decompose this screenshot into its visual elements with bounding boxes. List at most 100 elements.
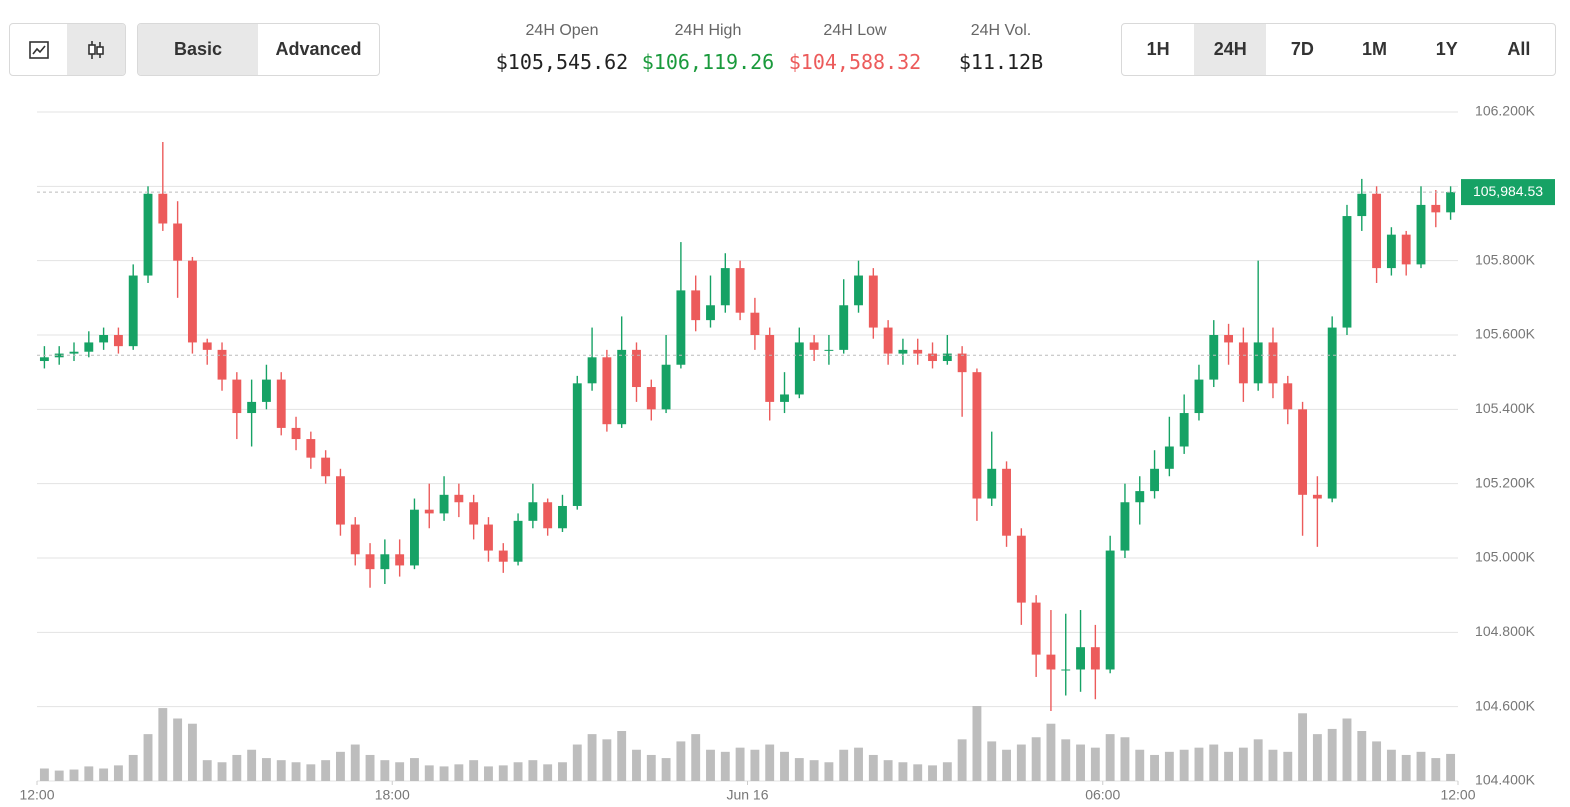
candle-body [1401,234,1411,265]
range-button[interactable]: 1Y [1435,39,1458,59]
volume-bar [217,762,227,781]
volume-bar [735,747,745,781]
candle-body [617,349,627,425]
range-button[interactable]: 1M [1362,39,1388,59]
volume-bar [261,758,271,781]
range-button[interactable]: All [1507,39,1531,59]
volume-bar [173,718,183,781]
volume-bar [691,734,701,781]
volume-bar [1238,747,1248,781]
x-tick-label: 12:00 [19,787,54,803]
volume-bar [439,766,449,781]
view-buttons: Basic Advanced [137,23,380,76]
candle-body [972,372,982,499]
icon [88,40,104,59]
candle-body [350,524,360,555]
volume-bar [839,749,849,781]
candle-body [54,353,64,358]
volume-bar [454,764,464,781]
volume-bar [113,765,123,781]
candle-body [380,554,390,570]
candle-body [424,509,434,514]
volume-bar [676,741,686,781]
candle-body [1016,535,1026,603]
y-tick-label: 104.600K [1475,697,1536,713]
volume-bar [1431,758,1441,781]
candle-body [173,223,183,261]
candle-body [691,290,701,321]
volume-bar [957,739,967,781]
candle-body [1327,327,1337,499]
view-button[interactable]: Advanced [275,39,362,59]
volume-bar [587,734,597,781]
volume-bar [1002,749,1011,781]
volume-bar [1046,723,1056,781]
volume-bar [469,760,479,781]
range-button[interactable]: 7D [1290,39,1314,59]
candle-body [410,509,419,566]
range-button[interactable]: 1H [1146,39,1170,59]
y-tick-label: 105.000K [1475,549,1536,565]
candle-body [661,364,671,410]
candle-body [1446,192,1456,213]
candle-body [232,379,242,414]
candle-body [839,305,849,350]
candle-body [187,260,197,343]
candle-body [395,554,405,566]
volume-bar [1401,754,1411,781]
candle-body [247,401,257,414]
candle-body [543,502,553,529]
candle-body [513,520,523,562]
volume-bar [1209,744,1219,781]
volume-bar [498,765,508,781]
candle-body [794,342,804,395]
range-button[interactable]: 24H [1194,24,1267,75]
volume-bar [395,762,405,781]
volume-bar [883,760,893,781]
candle-body [602,357,612,425]
candle-body [942,353,952,362]
volume-bar [54,770,64,781]
volume-bar [1016,744,1026,781]
candle-body [365,554,375,570]
candle-body [1179,413,1189,447]
candle-body [587,357,597,384]
x-tick-label: 12:00 [1440,787,1475,803]
candle-body [1150,468,1159,492]
candle-icon[interactable] [67,24,125,75]
volume-bar [1150,754,1159,781]
volume-bar [1298,713,1308,781]
volume-bar [794,758,804,781]
volume-bar [1120,737,1130,781]
volume-bar [1283,751,1293,781]
volume-bar [558,762,567,781]
candle-body [1238,342,1248,384]
volume-bar [942,762,952,781]
volume-bar [158,708,168,781]
volume-bar [602,739,612,781]
volume-bar [291,762,301,781]
volume-bar [1268,749,1278,781]
stat-value: $11.12B [958,50,1044,74]
candle-body [632,349,641,388]
candle-body [306,439,316,458]
candle-body [1224,335,1234,343]
volume-bar [898,762,908,781]
x-tick-label: 06:00 [1085,787,1120,803]
candle-body [439,494,449,514]
volume-bar [1446,753,1456,781]
candle-body [780,394,789,402]
candle-body [735,268,745,313]
line-icon[interactable] [10,24,67,75]
candle-body [113,335,123,347]
candle-body [646,387,656,410]
volume-bar [143,734,153,781]
volume-bar [1164,751,1174,781]
candle-body [498,550,508,562]
candle-body [84,342,94,352]
candle-body [1135,491,1145,503]
volume-bar [528,760,538,781]
volume-bar [1090,747,1100,781]
candle-body [336,476,345,525]
view-button[interactable]: Basic [138,24,258,75]
